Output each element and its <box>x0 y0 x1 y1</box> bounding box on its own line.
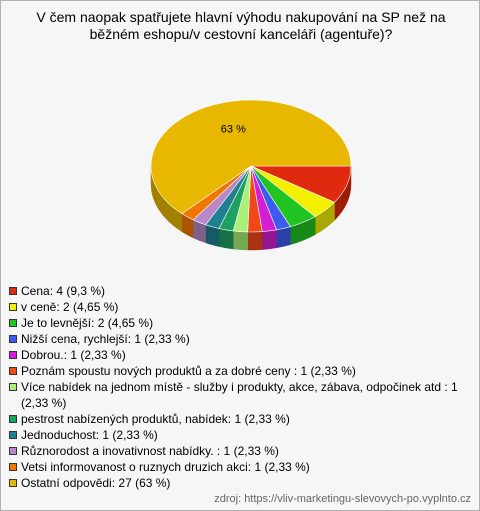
legend-label: Dobrou.: 1 (2,33 %) <box>21 348 126 362</box>
legend-label: Různorodost a inovativnost nabídky. : 1 … <box>21 444 279 458</box>
slice-side <box>276 226 291 249</box>
legend-swatch <box>9 335 17 343</box>
legend-swatch <box>9 463 17 471</box>
legend-label: pestrost nabízených produktů, nabídek: 1… <box>21 412 290 426</box>
legend-swatch <box>9 367 17 375</box>
legend-item: Dobrou.: 1 (2,33 %) <box>9 347 471 363</box>
source: zdroj: https://vliv-marketingu-slevovych… <box>214 493 471 505</box>
chart-title: V čem naopak spatřujete hlavní výhodu na… <box>36 9 446 42</box>
legend-item: Vetsi informovanost o ruznych druzich ak… <box>9 459 471 475</box>
legend-label: Jednoduchost: 1 (2,33 %) <box>21 428 158 442</box>
legend-item: v ceně: 2 (4,65 %) <box>9 299 471 315</box>
legend-label: Ostatní odpovědi: 27 (63 %) <box>21 476 171 490</box>
legend-label: v ceně: 2 (4,65 %) <box>21 300 119 314</box>
legend-swatch <box>9 447 17 455</box>
legend-item: Různorodost a inovativnost nabídky. : 1 … <box>9 443 471 459</box>
legend-swatch <box>9 287 17 295</box>
legend-label: Je to levnější: 2 (4,65 %) <box>21 316 154 330</box>
legend-label: Cena: 4 (9,3 %) <box>21 284 106 298</box>
legend-swatch <box>9 479 17 487</box>
legend-item: Nižší cena, rychlejší: 1 (2,33 %) <box>9 331 471 347</box>
slice-side <box>218 228 234 250</box>
slice-side <box>247 231 263 251</box>
legend-item: Jednoduchost: 1 (2,33 %) <box>9 427 471 443</box>
slice-side <box>262 229 277 250</box>
legend-item: Poznám spoustu nových produktů a za dobr… <box>9 363 471 379</box>
legend-label: Více nabídek na jednom místě - služby i … <box>21 380 458 410</box>
legend-label: Vetsi informovanost o ruznych druzich ak… <box>21 460 310 474</box>
legend-item: Ostatní odpovědi: 27 (63 %) <box>9 475 471 491</box>
legend-swatch <box>9 383 17 391</box>
legend-swatch <box>9 415 17 423</box>
legend-item: Více nabídek na jednom místě - služby i … <box>9 379 471 411</box>
legend-item: pestrost nabízených produktů, nabídek: 1… <box>9 411 471 427</box>
legend-item: Je to levnější: 2 (4,65 %) <box>9 315 471 331</box>
legend-swatch <box>9 351 17 359</box>
legend-swatch <box>9 431 17 439</box>
slice-label: 63 % <box>221 123 246 135</box>
slice <box>150 99 352 215</box>
legend-label: Nižší cena, rychlejší: 1 (2,33 %) <box>21 332 190 346</box>
pie-chart: 63 % <box>150 99 352 251</box>
legend-swatch <box>9 319 17 327</box>
legend-label: Poznám spoustu nových produktů a za dobr… <box>21 364 356 378</box>
slice-side <box>232 230 248 251</box>
legend: Cena: 4 (9,3 %) v ceně: 2 (4,65 %) Je to l… <box>9 283 471 491</box>
legend-swatch <box>9 303 17 311</box>
legend-item: Cena: 4 (9,3 %) <box>9 283 471 299</box>
